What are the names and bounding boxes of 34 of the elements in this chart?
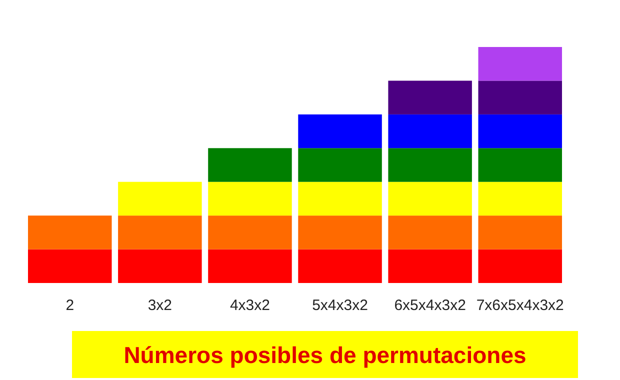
bar: [118, 216, 202, 250]
bar: [478, 182, 562, 216]
bar: [208, 249, 292, 283]
bar: [28, 249, 112, 283]
x-tick-label: 6x5x4x3x2: [394, 297, 466, 314]
bar: [388, 216, 472, 250]
bar: [208, 182, 292, 216]
bar: [478, 80, 562, 114]
bar: [118, 249, 202, 283]
bar: [478, 114, 562, 148]
bar: [388, 114, 472, 148]
bar: [298, 114, 382, 148]
bar: [28, 216, 112, 250]
text: Números posibles de permutaciones: [124, 342, 526, 368]
bar: [388, 249, 472, 283]
bar: [388, 148, 472, 182]
x-tick-label: 2: [66, 297, 74, 314]
bar: [208, 148, 292, 182]
bar: [208, 216, 292, 250]
bar: [478, 148, 562, 182]
bar: [478, 216, 562, 250]
bar: [298, 148, 382, 182]
bar: [388, 80, 472, 114]
x-tick-label: 5x4x3x2: [312, 297, 368, 314]
bar: [118, 182, 202, 216]
bar: [478, 249, 562, 283]
x-tick-label: 3x2: [148, 297, 172, 314]
bar: [388, 182, 472, 216]
x-tick-label: 7x6x5x4x3x2: [476, 297, 564, 314]
bar: [298, 182, 382, 216]
bar: [478, 47, 562, 81]
bar: [298, 216, 382, 250]
bar: [298, 249, 382, 283]
x-tick-label: 4x3x2: [230, 297, 270, 314]
